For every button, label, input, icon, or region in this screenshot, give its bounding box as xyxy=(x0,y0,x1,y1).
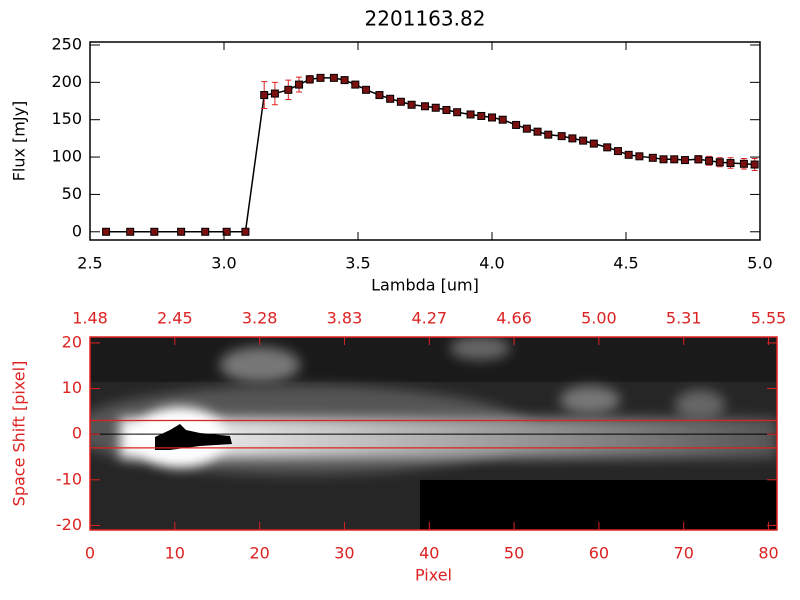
x2-tick-label: 3.83 xyxy=(327,309,363,328)
marker xyxy=(316,73,325,82)
plot-frame xyxy=(89,336,778,531)
marker xyxy=(659,155,668,164)
marker xyxy=(715,158,724,167)
marker xyxy=(589,139,598,148)
x2-tick-label: 1.48 xyxy=(72,309,108,328)
x2-tick-label: 5.00 xyxy=(581,309,617,328)
marker xyxy=(222,227,231,236)
plot-frame xyxy=(89,41,761,241)
marker xyxy=(670,155,679,164)
marker xyxy=(533,127,542,136)
x2-tick-label: 4.66 xyxy=(496,309,532,328)
x-tick-label: 30 xyxy=(334,544,354,563)
marker xyxy=(431,103,440,112)
y-tick-label: 250 xyxy=(51,34,82,53)
marker xyxy=(102,227,111,236)
y-tick-label: 0 xyxy=(72,221,82,240)
y-tick-label: 150 xyxy=(51,109,82,128)
y-axis-label: Space Shift [pixel] xyxy=(10,361,29,507)
y-axis-label: Flux [mJy] xyxy=(10,101,29,182)
x-tick-label: 4.0 xyxy=(479,254,504,273)
x-tick-label: 2.5 xyxy=(77,254,102,273)
x-tick-label: 50 xyxy=(504,544,524,563)
marker xyxy=(739,159,748,168)
x-tick-label: 40 xyxy=(419,544,439,563)
y-tick-label: 50 xyxy=(62,184,82,203)
x-tick-label: 10 xyxy=(165,544,185,563)
x-axis-label: Pixel xyxy=(415,566,452,585)
marker xyxy=(680,156,689,165)
x-tick-label: 4.5 xyxy=(613,254,638,273)
x-tick-label: 5.0 xyxy=(747,254,772,273)
marker xyxy=(351,80,360,89)
x-tick-label: 3.0 xyxy=(211,254,236,273)
marker xyxy=(284,85,293,94)
marker xyxy=(340,76,349,85)
marker xyxy=(260,91,269,100)
x-tick-label: 70 xyxy=(674,544,694,563)
marker xyxy=(396,97,405,106)
x-tick-label: 0 xyxy=(85,544,95,563)
marker xyxy=(386,94,395,103)
marker xyxy=(603,143,612,152)
y-tick-label: 20 xyxy=(62,332,82,351)
y-tick-label: -20 xyxy=(56,515,82,534)
marker xyxy=(150,227,159,236)
marker xyxy=(498,115,507,124)
marker xyxy=(270,89,279,98)
y-tick-label: 0 xyxy=(72,424,82,443)
x-tick-label: 60 xyxy=(589,544,609,563)
x2-tick-label: 5.55 xyxy=(751,309,787,328)
y-tick-label: -10 xyxy=(56,469,82,488)
marker xyxy=(705,156,714,165)
x2-tick-label: 5.31 xyxy=(666,309,702,328)
y-tick-label: 200 xyxy=(51,72,82,91)
marker xyxy=(362,85,371,94)
y-tick-label: 10 xyxy=(62,378,82,397)
marker xyxy=(295,80,304,89)
marker xyxy=(421,102,429,111)
marker xyxy=(375,91,384,100)
x-tick-label: 80 xyxy=(758,544,778,563)
x-axis-label: Lambda [um] xyxy=(371,276,479,295)
marker xyxy=(177,227,186,236)
marker xyxy=(466,110,475,119)
x-tick-label: 20 xyxy=(249,544,269,563)
x2-tick-label: 3.28 xyxy=(242,309,278,328)
marker xyxy=(305,75,314,84)
marker xyxy=(568,134,577,143)
series-line xyxy=(106,77,755,233)
marker xyxy=(694,155,703,164)
marker xyxy=(579,136,588,145)
marker xyxy=(477,111,486,120)
chart-title: 2201163.82 xyxy=(365,7,486,31)
marker xyxy=(635,152,644,161)
marker xyxy=(544,130,553,139)
marker xyxy=(624,150,633,159)
marker xyxy=(750,160,759,169)
marker xyxy=(329,73,338,82)
x-tick-label: 3.5 xyxy=(345,254,370,273)
marker xyxy=(126,227,135,236)
marker xyxy=(241,227,250,236)
x2-tick-label: 4.27 xyxy=(411,309,447,328)
marker xyxy=(453,108,462,117)
marker xyxy=(201,227,210,236)
marker xyxy=(488,113,496,122)
marker xyxy=(512,120,521,129)
marker xyxy=(442,105,451,114)
marker xyxy=(407,100,416,109)
marker xyxy=(726,159,735,168)
marker xyxy=(557,132,566,141)
marker xyxy=(613,147,622,156)
marker xyxy=(522,124,531,133)
marker xyxy=(648,153,657,162)
y-tick-label: 100 xyxy=(51,147,82,166)
spectrum-image xyxy=(90,337,777,530)
x2-tick-label: 2.45 xyxy=(157,309,193,328)
